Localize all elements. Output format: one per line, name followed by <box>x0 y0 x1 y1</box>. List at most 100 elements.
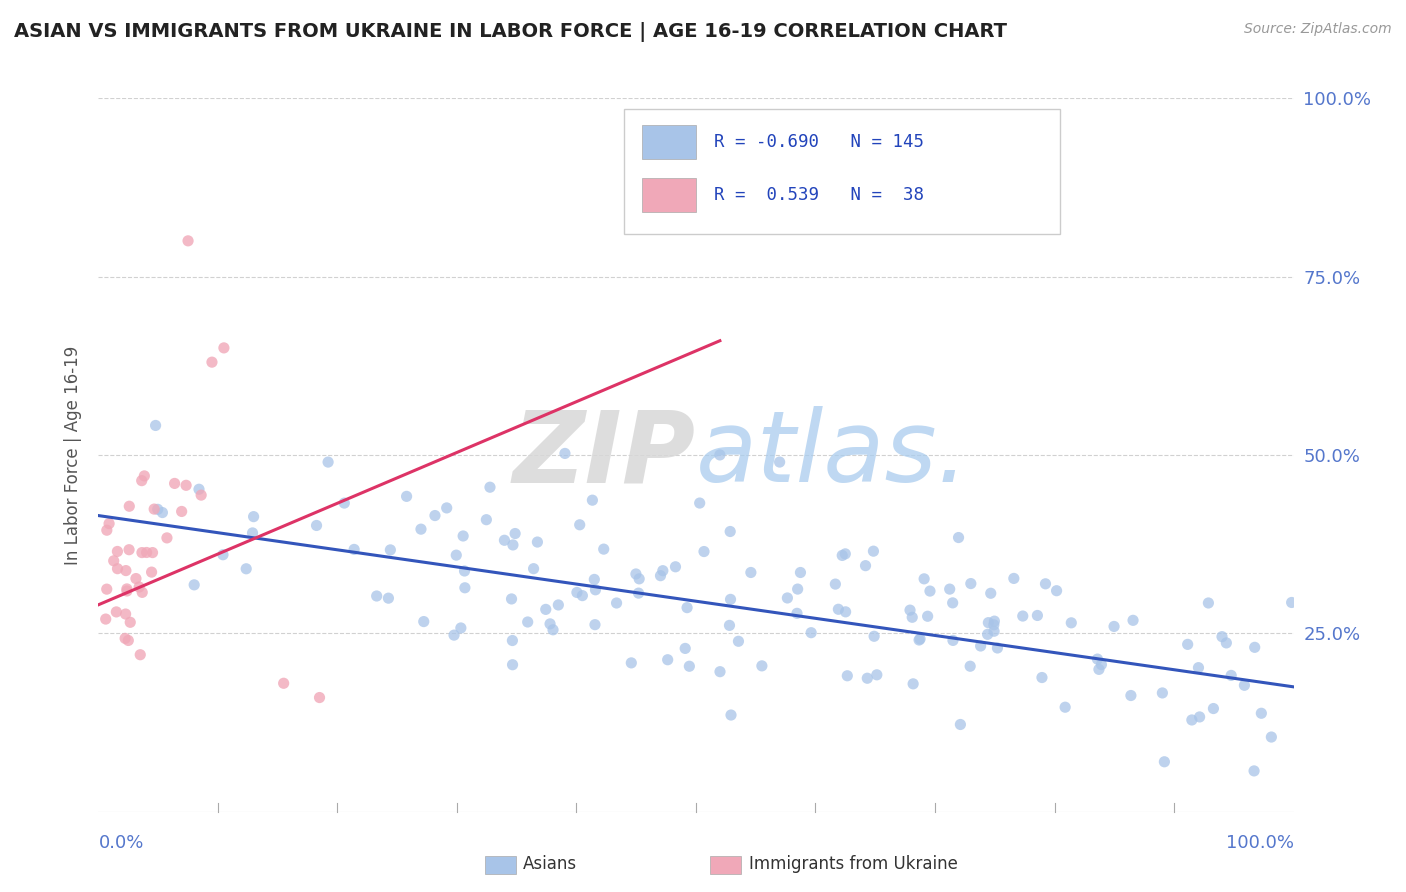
Point <box>751 658 773 673</box>
Point <box>538 616 561 631</box>
Point <box>901 610 924 624</box>
Point <box>212 341 235 355</box>
FancyBboxPatch shape <box>624 109 1060 234</box>
Point <box>976 627 998 641</box>
Point <box>583 573 606 587</box>
Point <box>135 545 157 559</box>
Point <box>585 582 607 597</box>
Point <box>174 478 197 492</box>
Point <box>1119 689 1142 703</box>
Text: 0.0%: 0.0% <box>98 834 143 852</box>
Point <box>146 502 169 516</box>
Point <box>516 615 538 629</box>
Point <box>1260 730 1282 744</box>
Text: 100.0%: 100.0% <box>1226 834 1294 852</box>
Point <box>565 585 588 599</box>
Point <box>776 591 799 605</box>
Point <box>134 469 156 483</box>
Point <box>115 582 138 596</box>
Point <box>786 607 808 621</box>
Point <box>131 545 153 559</box>
Text: atlas.: atlas. <box>696 407 969 503</box>
Point <box>554 446 576 460</box>
Point <box>1215 636 1237 650</box>
Point <box>959 576 981 591</box>
Point <box>908 633 931 648</box>
Point <box>834 605 856 619</box>
Point <box>1060 615 1083 630</box>
Point <box>1152 686 1174 700</box>
Point <box>501 633 523 648</box>
Y-axis label: In Labor Force | Age 16-19: In Labor Force | Age 16-19 <box>65 345 83 565</box>
Point <box>114 632 136 646</box>
Point <box>242 509 264 524</box>
Point <box>1281 595 1303 609</box>
Point <box>786 582 808 596</box>
Point <box>571 589 593 603</box>
Point <box>1011 609 1033 624</box>
Point <box>673 641 696 656</box>
Point <box>824 577 846 591</box>
Point <box>627 586 650 600</box>
Point <box>693 544 716 558</box>
Point <box>908 632 931 646</box>
Point <box>1088 662 1111 676</box>
Point <box>918 584 941 599</box>
Point <box>831 549 853 563</box>
Point <box>190 488 212 502</box>
Point <box>273 676 295 690</box>
Point <box>131 474 153 488</box>
Point <box>453 564 475 578</box>
Point <box>118 500 141 514</box>
Point <box>118 542 141 557</box>
Point <box>1087 652 1109 666</box>
Point <box>163 476 186 491</box>
Point <box>503 526 526 541</box>
Point <box>395 489 418 503</box>
Point <box>523 562 546 576</box>
Point <box>128 580 150 594</box>
Point <box>1122 613 1144 627</box>
Point <box>727 634 749 648</box>
Point <box>1181 713 1204 727</box>
Point <box>983 614 1005 628</box>
Point <box>156 531 179 545</box>
Text: ZIP: ZIP <box>513 407 696 503</box>
Point <box>131 585 153 599</box>
Point <box>412 615 434 629</box>
Text: R =  0.539   N =  38: R = 0.539 N = 38 <box>714 186 924 204</box>
Point <box>235 562 257 576</box>
Point <box>377 591 399 606</box>
Point <box>305 518 328 533</box>
Point <box>98 516 121 531</box>
Point <box>183 578 205 592</box>
Point <box>409 522 432 536</box>
Point <box>152 506 174 520</box>
Point <box>115 584 138 599</box>
Text: Asians: Asians <box>523 855 576 873</box>
Point <box>977 615 1000 630</box>
Point <box>959 659 981 673</box>
Point <box>856 671 879 685</box>
Point <box>949 717 972 731</box>
Point <box>96 582 118 596</box>
Point <box>624 566 647 581</box>
Point <box>718 618 741 632</box>
Point <box>709 448 731 462</box>
Point <box>454 581 477 595</box>
Point <box>980 586 1002 600</box>
Point <box>1031 671 1053 685</box>
Point <box>1197 596 1219 610</box>
Point <box>1188 710 1211 724</box>
Point <box>983 617 1005 632</box>
Point <box>1243 640 1265 655</box>
Point <box>938 582 960 596</box>
Point <box>948 531 970 545</box>
Point <box>1250 706 1272 721</box>
Point <box>94 612 117 626</box>
Point <box>380 542 402 557</box>
Point <box>1187 660 1209 674</box>
Point <box>494 533 516 548</box>
Point <box>96 523 118 537</box>
Point <box>475 513 498 527</box>
